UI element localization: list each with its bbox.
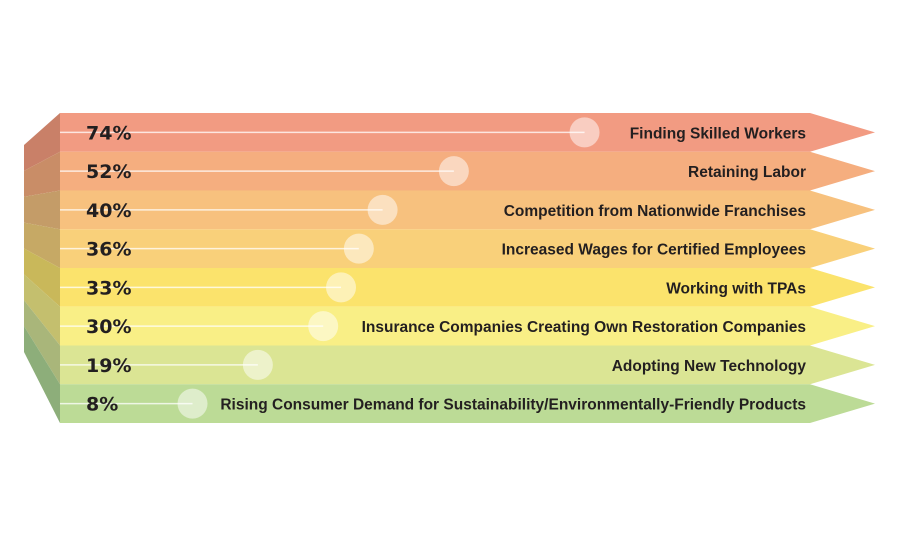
category-label: Insurance Companies Creating Own Restora… — [362, 319, 806, 336]
category-label: Retaining Labor — [688, 164, 806, 181]
value-label: 52% — [86, 161, 131, 183]
value-marker — [343, 233, 374, 264]
category-label: Competition from Nationwide Franchises — [504, 203, 806, 220]
band-arrow — [60, 229, 875, 268]
value-label: 30% — [86, 316, 131, 338]
category-label: Finding Skilled Workers — [630, 125, 806, 142]
band-side-face — [24, 190, 60, 230]
value-marker — [569, 117, 600, 148]
value-marker — [367, 194, 398, 225]
band-side-face — [24, 300, 60, 385]
value-marker — [177, 388, 208, 419]
value-label: 40% — [86, 200, 131, 222]
value-label: 36% — [86, 239, 131, 261]
value-label: 19% — [86, 355, 131, 377]
band-arrow — [60, 306, 875, 346]
value-label: 74% — [86, 122, 131, 144]
band-arrow — [60, 268, 875, 307]
band-side-face — [24, 274, 60, 346]
band-side-face — [24, 248, 60, 307]
value-marker — [308, 311, 339, 342]
band-arrow — [60, 384, 875, 423]
category-label: Rising Consumer Demand for Sustainabilit… — [220, 397, 806, 414]
band-side-face — [24, 151, 60, 197]
value-marker — [438, 156, 469, 187]
category-label: Adopting New Technology — [612, 358, 807, 375]
band-side-face — [24, 222, 60, 268]
band-side-face — [24, 113, 60, 171]
category-label: Increased Wages for Certified Employees — [502, 242, 806, 259]
band-arrow — [60, 190, 875, 230]
value-marker — [326, 272, 357, 303]
value-marker — [242, 349, 273, 380]
value-label: 8% — [86, 394, 118, 416]
band-side-face — [24, 326, 60, 423]
value-label: 33% — [86, 277, 131, 299]
category-label: Working with TPAs — [666, 280, 806, 297]
